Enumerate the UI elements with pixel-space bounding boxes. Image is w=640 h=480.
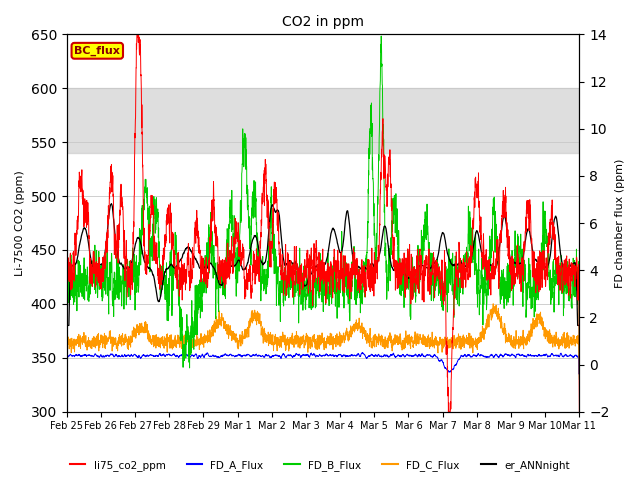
Y-axis label: Li-7500 CO2 (ppm): Li-7500 CO2 (ppm): [15, 170, 25, 276]
Title: CO2 in ppm: CO2 in ppm: [282, 15, 364, 29]
Bar: [67, 88, 579, 153]
Text: BC_flux: BC_flux: [74, 46, 120, 56]
Y-axis label: FD chamber flux (ppm): FD chamber flux (ppm): [615, 158, 625, 288]
Legend: li75_co2_ppm, FD_A_Flux, FD_B_Flux, FD_C_Flux, er_ANNnight: li75_co2_ppm, FD_A_Flux, FD_B_Flux, FD_C…: [66, 456, 574, 475]
